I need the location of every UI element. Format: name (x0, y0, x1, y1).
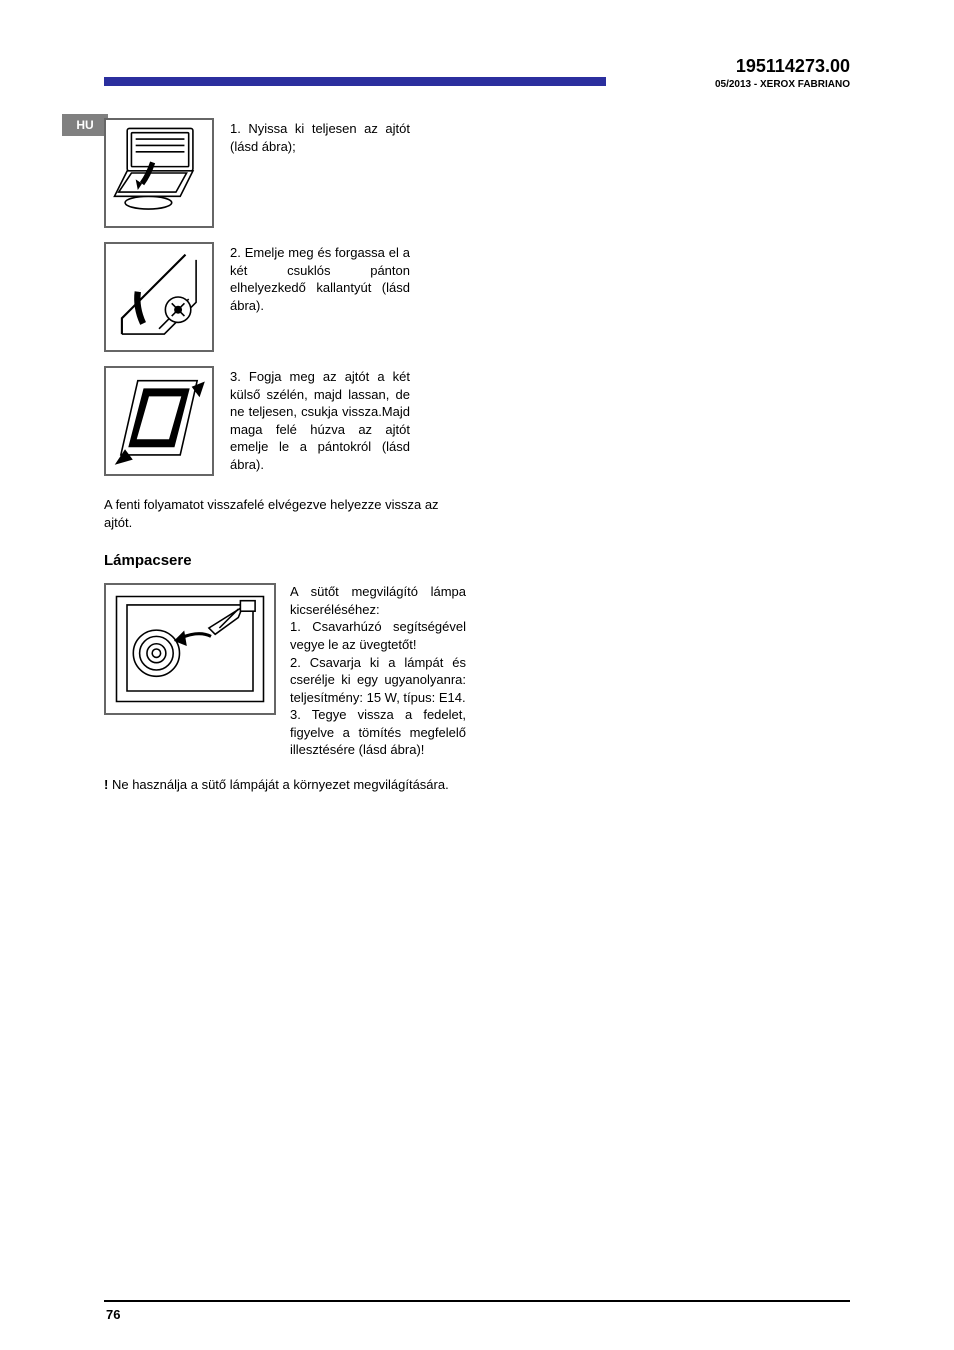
step-3-text: 3. Fogja meg az ajtót a két külső szélén… (230, 366, 410, 473)
figure-lamp (104, 583, 276, 715)
step-row: 3. Fogja meg az ajtót a két külső szélén… (104, 366, 606, 476)
lamp-row: A sütőt megvilágító lámpa kicseréléséhez… (104, 583, 606, 758)
warning-body: Ne használja a sütő lámpáját a környezet… (112, 777, 449, 792)
figure-step-1 (104, 118, 214, 228)
page-number: 76 (106, 1307, 120, 1322)
reverse-procedure-text: A fenti folyamatot visszafelé elvégezve … (104, 496, 466, 532)
header-block: 195114273.00 05/2013 - XEROX FABRIANO (715, 56, 850, 90)
doc-id: 195114273.00 (715, 56, 850, 77)
lamp-heading: Lámpacsere (104, 552, 606, 569)
step-1-text: 1. Nyissa ki teljesen az ajtót (lásd ábr… (230, 118, 410, 155)
content: 1. Nyissa ki teljesen az ajtót (lásd ábr… (104, 118, 606, 792)
doc-meta: 05/2013 - XEROX FABRIANO (715, 79, 850, 90)
footer-rule (104, 1300, 850, 1302)
warning-text: ! Ne használja a sütő lámpáját a környez… (104, 777, 606, 792)
lamp-body-text: A sütőt megvilágító lámpa kicseréléséhez… (290, 583, 466, 758)
figure-step-3 (104, 366, 214, 476)
step-row: 1. Nyissa ki teljesen az ajtót (lásd ábr… (104, 118, 606, 228)
page: 195114273.00 05/2013 - XEROX FABRIANO HU (0, 0, 954, 1350)
figure-step-2 (104, 242, 214, 352)
warning-mark: ! (104, 777, 108, 792)
step-2-text: 2. Emelje meg és forgassa el a két csukl… (230, 242, 410, 314)
header-rule (104, 77, 606, 86)
step-row: 2. Emelje meg és forgassa el a két csukl… (104, 242, 606, 352)
language-tab: HU (62, 114, 108, 136)
